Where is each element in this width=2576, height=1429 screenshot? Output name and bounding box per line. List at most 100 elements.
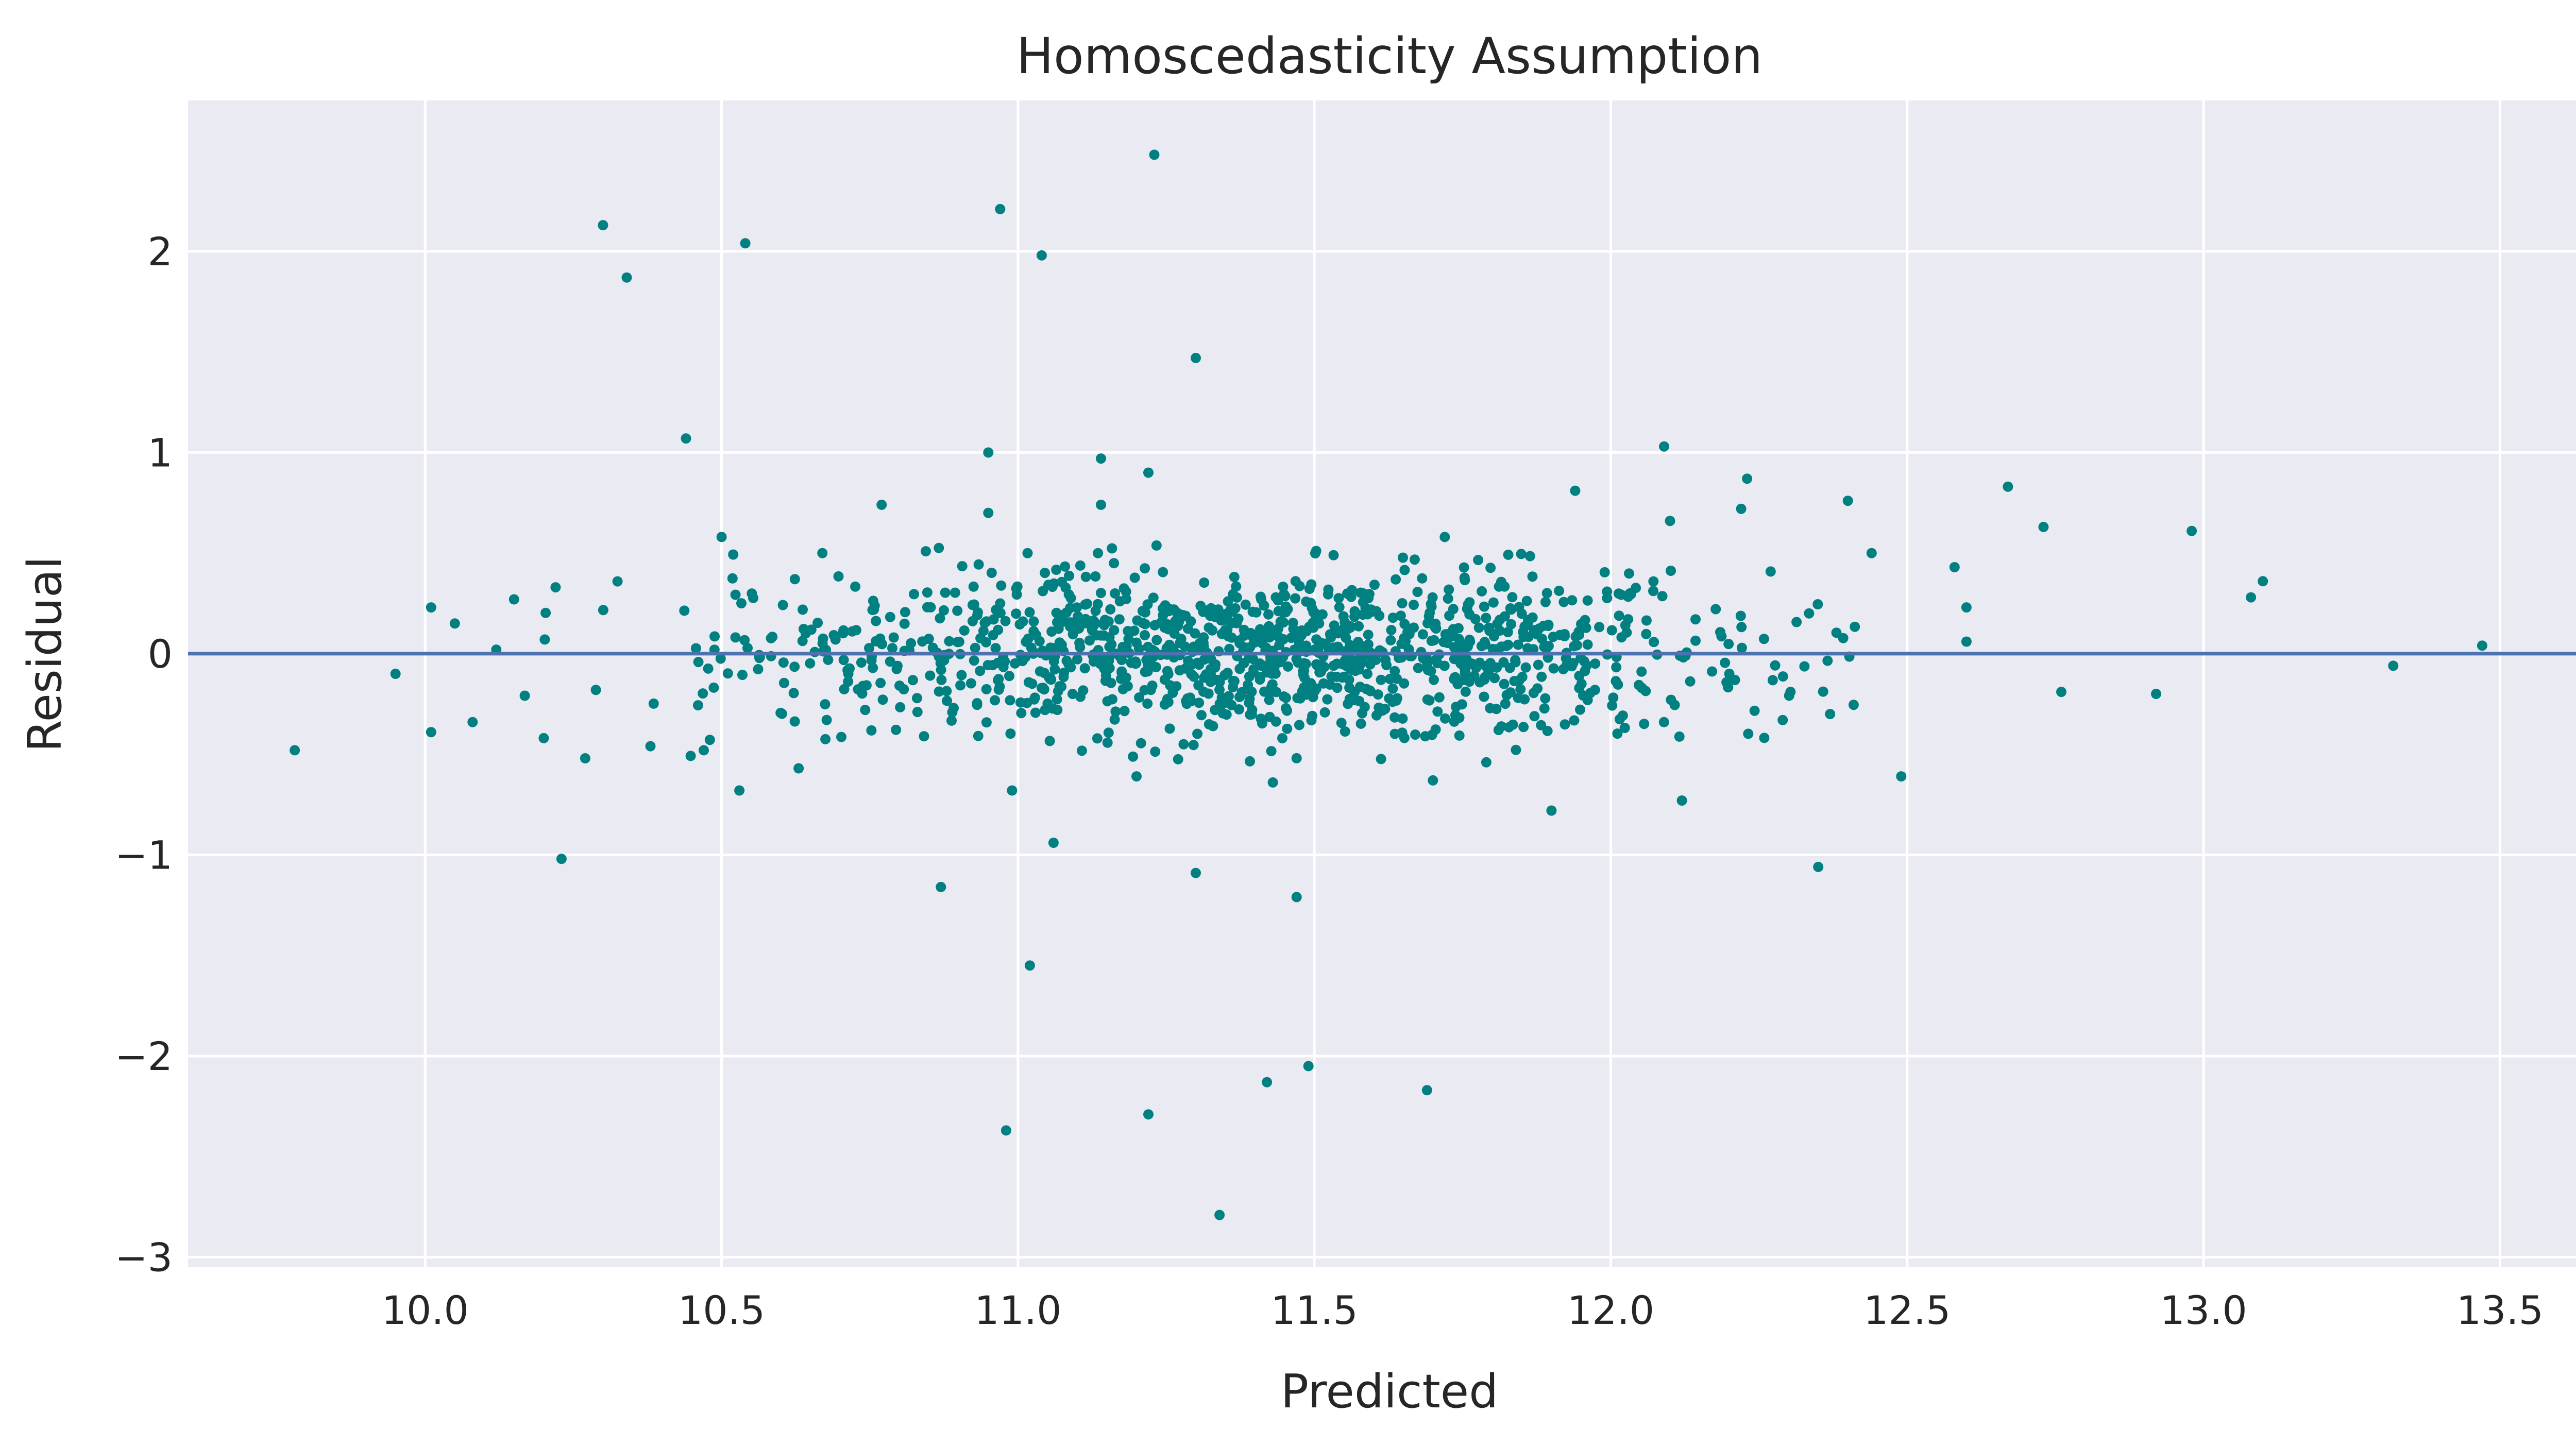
scatter-point xyxy=(1109,625,1120,636)
scatter-point xyxy=(1343,699,1353,709)
scatter-point xyxy=(1949,562,1960,572)
scatter-point xyxy=(1685,676,1696,687)
scatter-point xyxy=(1424,695,1435,706)
scatter-point xyxy=(1434,692,1445,703)
scatter-point xyxy=(1505,687,1516,698)
scatter-point xyxy=(1403,644,1414,655)
scatter-point xyxy=(1527,571,1538,582)
scatter-point xyxy=(1353,655,1364,666)
scatter-point xyxy=(1518,722,1529,733)
scatter-point xyxy=(1102,737,1113,748)
scatter-point xyxy=(1444,584,1454,595)
scatter-point xyxy=(1765,566,1776,577)
scatter-point xyxy=(1199,654,1210,665)
scatter-point xyxy=(1249,637,1260,648)
scatter-point xyxy=(1399,565,1410,575)
scatter-point xyxy=(1110,588,1121,599)
scatter-point xyxy=(1134,692,1145,703)
scatter-point xyxy=(1385,635,1396,645)
scatter-point xyxy=(1540,693,1551,704)
scatter-point xyxy=(1519,621,1530,632)
scatter-point xyxy=(740,238,751,249)
scatter-point xyxy=(1426,599,1436,609)
scatter-point xyxy=(1481,613,1492,623)
scatter-point xyxy=(1231,618,1242,628)
scatter-point xyxy=(1210,705,1221,716)
scatter-point xyxy=(1473,622,1484,633)
scatter-point xyxy=(1489,673,1500,684)
scatter-point xyxy=(1347,585,1358,596)
scatter-point xyxy=(952,605,963,616)
scatter-point xyxy=(817,548,828,558)
scatter-point xyxy=(1240,599,1251,610)
scatter-point xyxy=(1961,636,1972,647)
scatter-point xyxy=(2151,689,2161,699)
scatter-point xyxy=(598,605,608,616)
scatter-point xyxy=(1818,686,1828,697)
scatter-point xyxy=(1448,604,1459,615)
scatter-point xyxy=(894,681,905,691)
scatter-point xyxy=(1148,592,1159,603)
scatter-point xyxy=(1540,597,1551,607)
scatter-point xyxy=(972,610,982,621)
scatter-point xyxy=(1648,576,1659,587)
scatter-point xyxy=(1641,628,1652,639)
scatter-point xyxy=(690,643,701,654)
scatter-point xyxy=(1049,643,1060,654)
scatter-point xyxy=(1223,631,1234,642)
scatter-point xyxy=(1438,637,1449,648)
scatter-point xyxy=(703,663,714,674)
scatter-point xyxy=(1043,580,1054,590)
x-tick-label: 10.0 xyxy=(382,1287,469,1333)
scatter-point xyxy=(1459,572,1470,583)
scatter-point xyxy=(1340,726,1350,737)
scatter-point xyxy=(1398,552,1408,563)
scatter-point xyxy=(1423,611,1434,622)
scatter-point xyxy=(1397,713,1408,724)
scatter-point xyxy=(887,643,897,654)
scatter-point xyxy=(1459,562,1469,573)
scatter-point xyxy=(891,724,902,735)
scatter-point xyxy=(1136,738,1146,748)
scatter-point xyxy=(919,731,929,742)
scatter-point xyxy=(1214,684,1225,695)
scatter-point xyxy=(1473,555,1484,566)
scatter-point xyxy=(1223,596,1233,607)
scatter-point xyxy=(1123,634,1134,644)
scatter-point xyxy=(1666,694,1676,705)
scatter-point xyxy=(1021,636,1031,647)
scatter-point xyxy=(1231,581,1242,592)
scatter-point xyxy=(1483,622,1494,633)
scatter-point xyxy=(1278,691,1289,702)
scatter-point xyxy=(1488,597,1499,608)
scatter-point xyxy=(1770,660,1781,671)
scatter-point xyxy=(693,657,704,668)
scatter-point xyxy=(1132,615,1143,626)
scatter-point xyxy=(2258,576,2268,587)
scatter-point xyxy=(1331,658,1342,669)
scatter-point xyxy=(839,684,850,694)
scatter-point xyxy=(538,733,549,743)
scatter-point xyxy=(1569,715,1580,726)
scatter-point xyxy=(1256,713,1266,724)
scatter-point xyxy=(767,632,778,642)
x-tick-label: 12.5 xyxy=(1863,1287,1951,1333)
scatter-point xyxy=(992,657,1003,668)
scatter-point xyxy=(1743,728,1754,739)
scatter-point xyxy=(704,735,715,745)
scatter-point xyxy=(1264,711,1275,722)
scatter-point xyxy=(959,625,970,636)
scatter-point xyxy=(1247,606,1258,617)
scatter-point xyxy=(1029,694,1040,705)
scatter-point xyxy=(449,618,460,629)
scatter-point xyxy=(1380,654,1391,665)
scatter-point xyxy=(1539,703,1550,714)
scatter-point xyxy=(982,660,993,671)
scatter-point xyxy=(1488,631,1499,642)
scatter-point xyxy=(1183,656,1194,667)
scatter-point xyxy=(1495,615,1505,625)
scatter-point xyxy=(1065,603,1076,614)
scatter-point xyxy=(1607,700,1618,711)
scatter-point xyxy=(1131,771,1142,782)
scatter-point xyxy=(1063,589,1074,600)
